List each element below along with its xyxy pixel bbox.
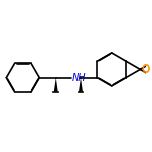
Text: NH: NH bbox=[72, 73, 86, 83]
Polygon shape bbox=[54, 78, 58, 92]
Text: O: O bbox=[141, 64, 150, 74]
Polygon shape bbox=[79, 78, 83, 92]
Text: O: O bbox=[141, 65, 150, 75]
